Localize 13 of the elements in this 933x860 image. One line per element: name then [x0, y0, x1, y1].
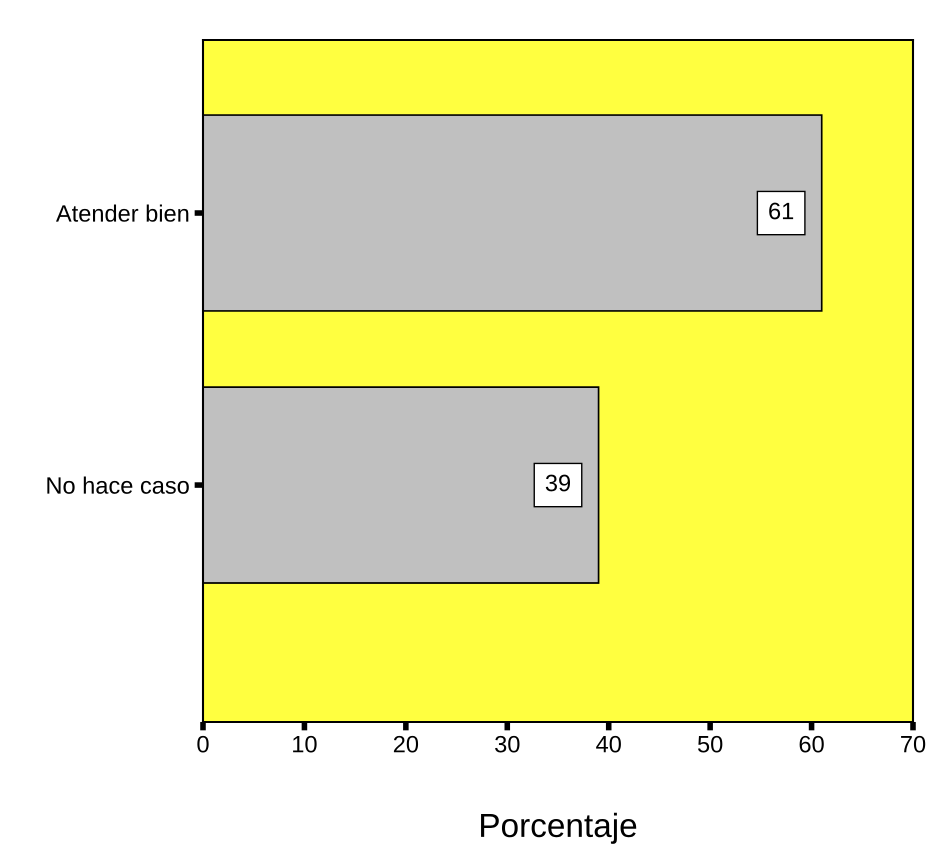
data-label: 39	[546, 474, 570, 492]
x-tick-label: 50	[698, 736, 722, 753]
x-tick-label: 0	[197, 736, 209, 753]
data-label: 61	[769, 202, 794, 220]
x-tick-label: 20	[394, 736, 418, 753]
x-tick-label: 60	[800, 736, 824, 753]
x-tick-label: 30	[495, 736, 520, 753]
x-tick-label: 40	[596, 736, 621, 753]
x-tick-label: 10	[293, 736, 317, 753]
x-tick-label: 70	[901, 736, 926, 753]
y-tick-label: Atender bien	[56, 204, 188, 222]
x-axis-title: Porcentaje	[481, 812, 636, 844]
y-tick-label: No hace caso	[47, 476, 189, 494]
